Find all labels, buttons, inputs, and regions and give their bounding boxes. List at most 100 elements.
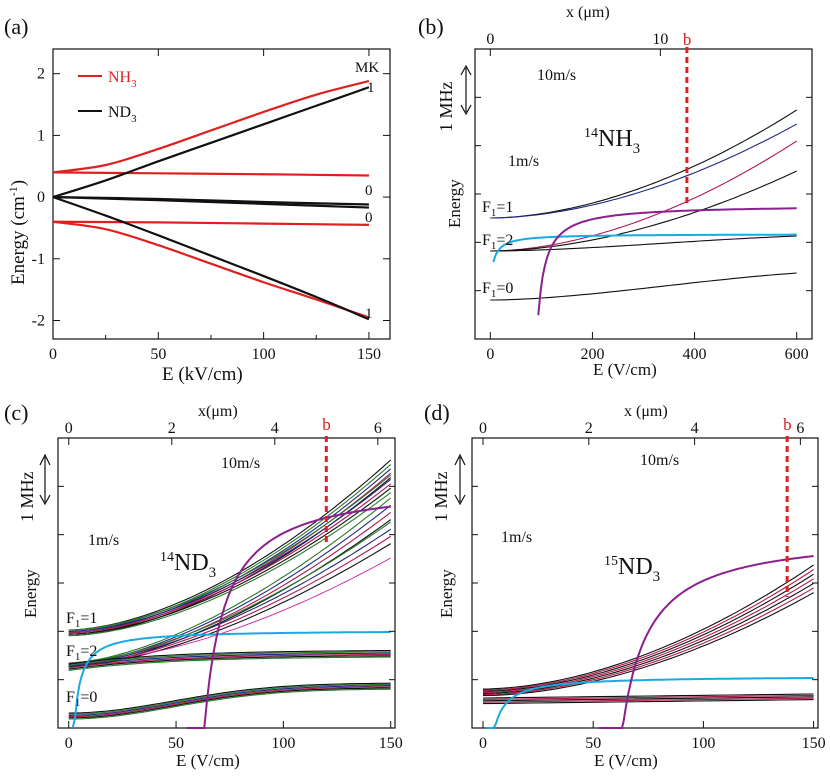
legend-nh3-label: NH3 (108, 69, 137, 90)
panel-b-xtick-label: 400 (683, 346, 707, 363)
panel-d-mhz-label: 1 MHz (431, 471, 451, 522)
panel-c-xtick-label: 50 (168, 735, 184, 752)
panel-d-level-rise-2 (482, 573, 814, 692)
panel-c-purple-curve (186, 505, 391, 729)
panel-c-level-f0-2 (68, 685, 391, 716)
panel-d-level-rise-5 (482, 587, 814, 696)
panel-d-level-flat-4 (482, 699, 814, 705)
panel-d-molecule: 15ND3 (604, 554, 660, 585)
panel-c-xlabel: E (V/cm) (176, 751, 240, 770)
panel-b-level-4 (490, 235, 797, 252)
panel-b-molecule: 14NH3 (584, 126, 640, 157)
panel-d-xtick-label: 50 (585, 735, 601, 752)
panel-c-level-f0-1 (68, 683, 391, 715)
panel-a-ytick-label: 1 (37, 127, 45, 144)
panel-d-marker-label: b (783, 415, 792, 434)
panel-a-ytick-label: -2 (32, 312, 45, 329)
panel-d-level-rise-0 (482, 564, 814, 690)
panel-d-speed-10: 10m/s (640, 452, 679, 469)
mk-label-1: 1 (365, 306, 373, 322)
panel-d-level-flat-3 (482, 697, 814, 703)
panel-c-level-f2-flat-1 (68, 651, 391, 666)
panel-c-level-f0: F1=0 (66, 689, 97, 709)
panel-b-top-axis-label: x (μm) (566, 4, 610, 21)
panel-b-curves (490, 109, 797, 316)
panel-c-mhz-label: 1 MHz (17, 471, 37, 522)
panel-d-level-rise-1 (482, 569, 814, 691)
panel-b-ylabel: Energy (445, 179, 464, 228)
panel-a-ylabel: Energy (cm-1) (6, 180, 29, 285)
panel-c: (c) 0 50 100 150 0 2 4 6 b x(μm) 10m/s 1m/s 14N… (4, 400, 403, 770)
panel-c-level-f2-flat-5 (68, 656, 391, 672)
panel-c-level-f2-flat-3 (68, 653, 391, 669)
panel-d-toptick-label: 0 (479, 420, 487, 437)
panel-d-ticks: 0 50 100 150 0 2 4 6 (472, 420, 826, 752)
panel-c-level-f2-flat-0 (68, 650, 391, 665)
panel-a-series-1 (52, 171, 369, 177)
panel-a-series-0 (52, 80, 370, 174)
panel-c-toptick-label: 0 (65, 420, 73, 437)
panel-d-top-axis-label: x (μm) (624, 403, 668, 420)
panel-d-level-rise-6 (482, 592, 814, 697)
panel-d-toptick-label: 6 (796, 420, 804, 437)
panel-b-level-f0: F1=0 (482, 280, 513, 300)
panel-d-xlabel: E (V/cm) (594, 751, 658, 770)
panel-c-toptick-label: 6 (374, 420, 382, 437)
panel-a: (a) 0 50 100 150 -2 -1 0 1 2 NH3 ND3 MK -1 0 0 1… (4, 14, 391, 385)
panel-a-series-3 (52, 220, 370, 319)
panel-b-xlabel: E (V/cm) (593, 360, 657, 379)
panel-d-toptick-label: 4 (691, 420, 699, 437)
panel-a-series-6 (52, 195, 369, 209)
panel-c-level-f2-7 (68, 543, 391, 668)
panel-b: (b) 0 200 400 600 0 10 b x (μm) 10m/s 1m/s 14… (418, 4, 813, 379)
panel-b-label: (b) (418, 14, 444, 39)
panel-b-level-f2: F1=2 (482, 232, 513, 252)
panel-b-cyan-curve (492, 233, 797, 263)
panel-c-cyan-curve (71, 631, 391, 729)
panel-b-level-2 (490, 140, 797, 252)
panel-d: (d) 0 50 100 150 0 2 4 6 b x (μm) 10m/s 1m/s 15… (424, 400, 826, 770)
panel-b-marker-label: b (683, 30, 692, 49)
panel-c-mhz-scale (39, 453, 51, 506)
panel-a-xtick-label: 50 (150, 346, 166, 363)
panel-b-mhz-label: 1 MHz (436, 81, 456, 132)
panel-c-ticks: 0 50 100 150 0 2 4 6 (58, 420, 403, 752)
panel-c-level-f2-5 (68, 528, 392, 665)
panel-c-level-f0-5 (68, 688, 391, 720)
panel-c-curves (68, 459, 392, 729)
panel-d-mhz-scale (454, 453, 466, 506)
panel-d-level-rise-4 (482, 582, 814, 694)
panel-b-level-1 (490, 123, 797, 219)
panel-d-level-flat-0 (482, 693, 814, 699)
panel-b-speed-10: 10m/s (537, 67, 576, 84)
panel-b-purple-curve (537, 207, 797, 316)
panel-b-toptick-label: 0 (486, 31, 494, 48)
panel-c-level-f1: F1=1 (66, 610, 97, 630)
panel-c-toptick-label: 2 (168, 420, 176, 437)
panel-c-level-f0-3 (68, 686, 391, 718)
panel-a-ytick-label: 0 (37, 189, 45, 206)
panel-c-speed-10: 10m/s (221, 455, 260, 472)
panel-d-xtick-label: 150 (802, 735, 826, 752)
panel-b-xtick-label: 200 (580, 346, 604, 363)
panel-d-level-flat-1 (482, 694, 814, 700)
panel-d-curves (482, 555, 814, 729)
mk-label-0-lower: 0 (365, 210, 373, 226)
panel-c-level-f1-1 (68, 463, 392, 632)
panel-c-level-f2-flat-2 (68, 652, 391, 668)
panel-a-xtick-label: 0 (49, 346, 57, 363)
panel-d-xtick-label: 100 (691, 735, 715, 752)
panel-b-speed-1: 1m/s (508, 153, 539, 170)
panel-b-xtick-label: 600 (785, 346, 809, 363)
mk-header: MK (355, 60, 379, 76)
panel-b-xtick-label: 0 (486, 346, 494, 363)
panel-c-toptick-label: 4 (271, 420, 279, 437)
panel-c-level-f1-0 (68, 459, 392, 631)
panel-d-axes (471, 437, 819, 729)
panel-b-level-0 (490, 109, 797, 219)
panel-d-ylabel: Energy (437, 569, 456, 618)
panel-c-speed-1: 1m/s (88, 532, 119, 549)
mk-label-minus1: -1 (362, 80, 375, 96)
panel-c-level-f1-8 (68, 487, 392, 635)
